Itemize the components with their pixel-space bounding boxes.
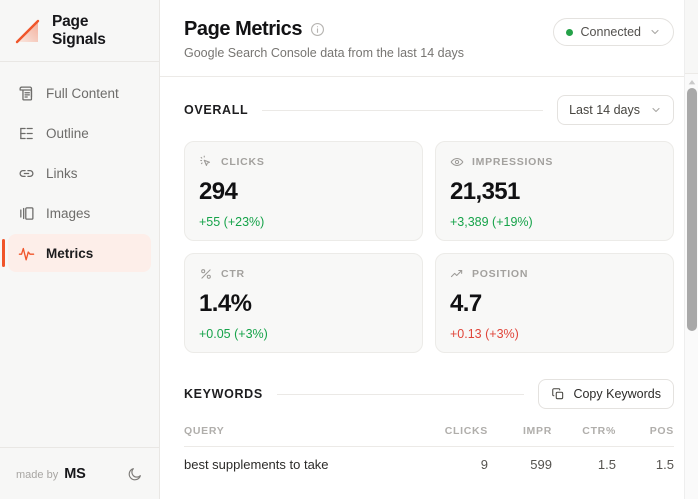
brand-header: Page Signals	[0, 0, 159, 62]
sidebar-item-metrics[interactable]: Metrics	[2, 234, 151, 272]
sidebar-item-images[interactable]: Images	[8, 194, 151, 232]
cell-impr: 599	[530, 456, 552, 472]
overall-section-header: OVERALL Last 14 days	[184, 95, 674, 125]
metric-card-delta: +3,389 (+19%)	[450, 215, 533, 229]
activity-pulse-icon	[18, 247, 35, 261]
outline-list-icon	[20, 127, 33, 139]
page-header: Page Metrics Google Search Console data …	[160, 0, 698, 77]
sidebar-item-links[interactable]: Links	[8, 154, 151, 192]
made-by: made by MS	[16, 466, 86, 482]
vertical-scrollbar[interactable]	[684, 0, 698, 499]
trend-chart-logo-icon	[15, 19, 40, 43]
cell-pos: 1.5	[655, 456, 674, 472]
metric-card-impressions: IMPRESSIONS 21,351 +3,389 (+19%)	[435, 141, 674, 241]
info-circle-icon[interactable]	[310, 22, 325, 37]
metric-card-position: POSITION 4.7 +0.13 (+3%)	[435, 253, 674, 353]
sidebar-item-outline[interactable]: Outline	[8, 114, 151, 152]
title-row: Page Metrics	[184, 18, 464, 41]
metric-card-value: 21,351	[450, 178, 520, 205]
metric-card-label: CTR	[221, 268, 245, 280]
keywords-table: QUERY CLICKS IMPR CTR% POS best suppleme…	[184, 425, 674, 481]
column-header-pos[interactable]: POS	[649, 425, 674, 437]
copy-keywords-label: Copy Keywords	[573, 387, 661, 401]
column-header-ctr[interactable]: CTR%	[582, 425, 616, 437]
cell-query: best supplements to take	[184, 456, 329, 472]
sidebar-item-label: Full Content	[46, 85, 119, 101]
scrollbar-up-arrow[interactable]	[685, 74, 698, 90]
metric-card-label: CLICKS	[221, 156, 265, 168]
section-title-keywords: KEYWORDS	[184, 387, 263, 401]
copy-icon	[552, 388, 564, 400]
content-scroll-area: OVERALL Last 14 days CLICKS	[160, 77, 698, 499]
scrollbar-thumb[interactable]	[687, 88, 697, 331]
page-subtitle: Google Search Console data from the last…	[184, 46, 465, 60]
page-title: Page Metrics	[184, 18, 302, 40]
sidebar-spacer	[0, 272, 159, 447]
section-divider	[276, 393, 525, 395]
date-range-select[interactable]: Last 14 days	[557, 95, 674, 125]
metric-card-ctr: CTR 1.4% +0.05 (+3%)	[184, 253, 423, 353]
images-icon	[20, 206, 34, 220]
metric-card-value: 4.7	[450, 290, 482, 317]
sidebar-nav: Full Content Outline Links	[0, 62, 159, 272]
metric-card-label: IMPRESSIONS	[472, 156, 554, 168]
document-scroll-icon	[19, 85, 33, 101]
table-row[interactable]: best supplements to take 9 599 1.5 1.5	[184, 447, 674, 481]
column-header-clicks[interactable]: CLICKS	[444, 425, 488, 437]
section-title-overall: OVERALL	[184, 103, 249, 117]
sidebar-item-label: Outline	[46, 125, 89, 141]
keywords-table-header: QUERY CLICKS IMPR CTR% POS	[184, 425, 674, 447]
chevron-down-icon	[649, 26, 661, 38]
page-header-text: Page Metrics Google Search Console data …	[184, 18, 464, 60]
moon-icon	[128, 467, 141, 480]
made-by-name: MS	[64, 465, 86, 482]
cell-clicks: 9	[480, 456, 488, 472]
metric-cards-grid: CLICKS 294 +55 (+23%) IMPRESSIONS 21,351…	[184, 141, 674, 353]
metric-card-header: CLICKS	[199, 155, 408, 169]
metric-card-value: 1.4%	[199, 290, 252, 317]
sidebar-footer: made by MS	[0, 447, 159, 499]
metric-card-header: CTR	[199, 267, 408, 281]
column-header-impr[interactable]: IMPR	[522, 425, 552, 437]
percent-icon	[201, 269, 211, 279]
section-divider	[262, 109, 544, 111]
column-header-query[interactable]: QUERY	[184, 425, 225, 437]
metric-card-header: POSITION	[450, 267, 659, 281]
copy-keywords-button[interactable]: Copy Keywords	[538, 379, 674, 409]
metric-card-delta: +0.13 (+3%)	[450, 327, 519, 341]
metric-card-value: 294	[199, 178, 238, 205]
keywords-section-header: KEYWORDS Copy Keywords	[184, 379, 674, 409]
status-dot-icon	[565, 28, 573, 36]
connection-status-dropdown[interactable]: Connected	[552, 18, 674, 46]
trending-up-icon	[450, 269, 463, 278]
chevron-down-icon	[650, 104, 662, 116]
scrollbar-track-top	[685, 0, 698, 74]
metric-card-delta: +0.05 (+3%)	[199, 327, 268, 341]
mouse-pointer-click-icon	[200, 155, 211, 167]
metric-card-clicks: CLICKS 294 +55 (+23%)	[184, 141, 423, 241]
made-by-label: made by	[16, 468, 59, 481]
date-range-value: Last 14 days	[569, 103, 640, 117]
main-panel: Page Metrics Google Search Console data …	[160, 0, 698, 499]
metric-card-label: POSITION	[472, 268, 529, 280]
cell-ctr: 1.5	[597, 456, 616, 472]
sidebar-item-label: Links	[46, 165, 78, 181]
eye-icon	[450, 157, 464, 167]
link-icon	[19, 169, 34, 177]
status-badge: Connected	[580, 25, 641, 39]
sidebar-item-label: Metrics	[46, 245, 94, 261]
theme-toggle-button[interactable]	[127, 466, 143, 482]
brand-name: Page Signals	[52, 12, 106, 48]
sidebar-item-full-content[interactable]: Full Content	[8, 74, 151, 112]
metric-card-header: IMPRESSIONS	[450, 155, 659, 169]
metric-card-delta: +55 (+23%)	[199, 215, 265, 229]
sidebar-item-label: Images	[46, 205, 91, 221]
sidebar: Page Signals Full Content Outline	[0, 0, 160, 499]
